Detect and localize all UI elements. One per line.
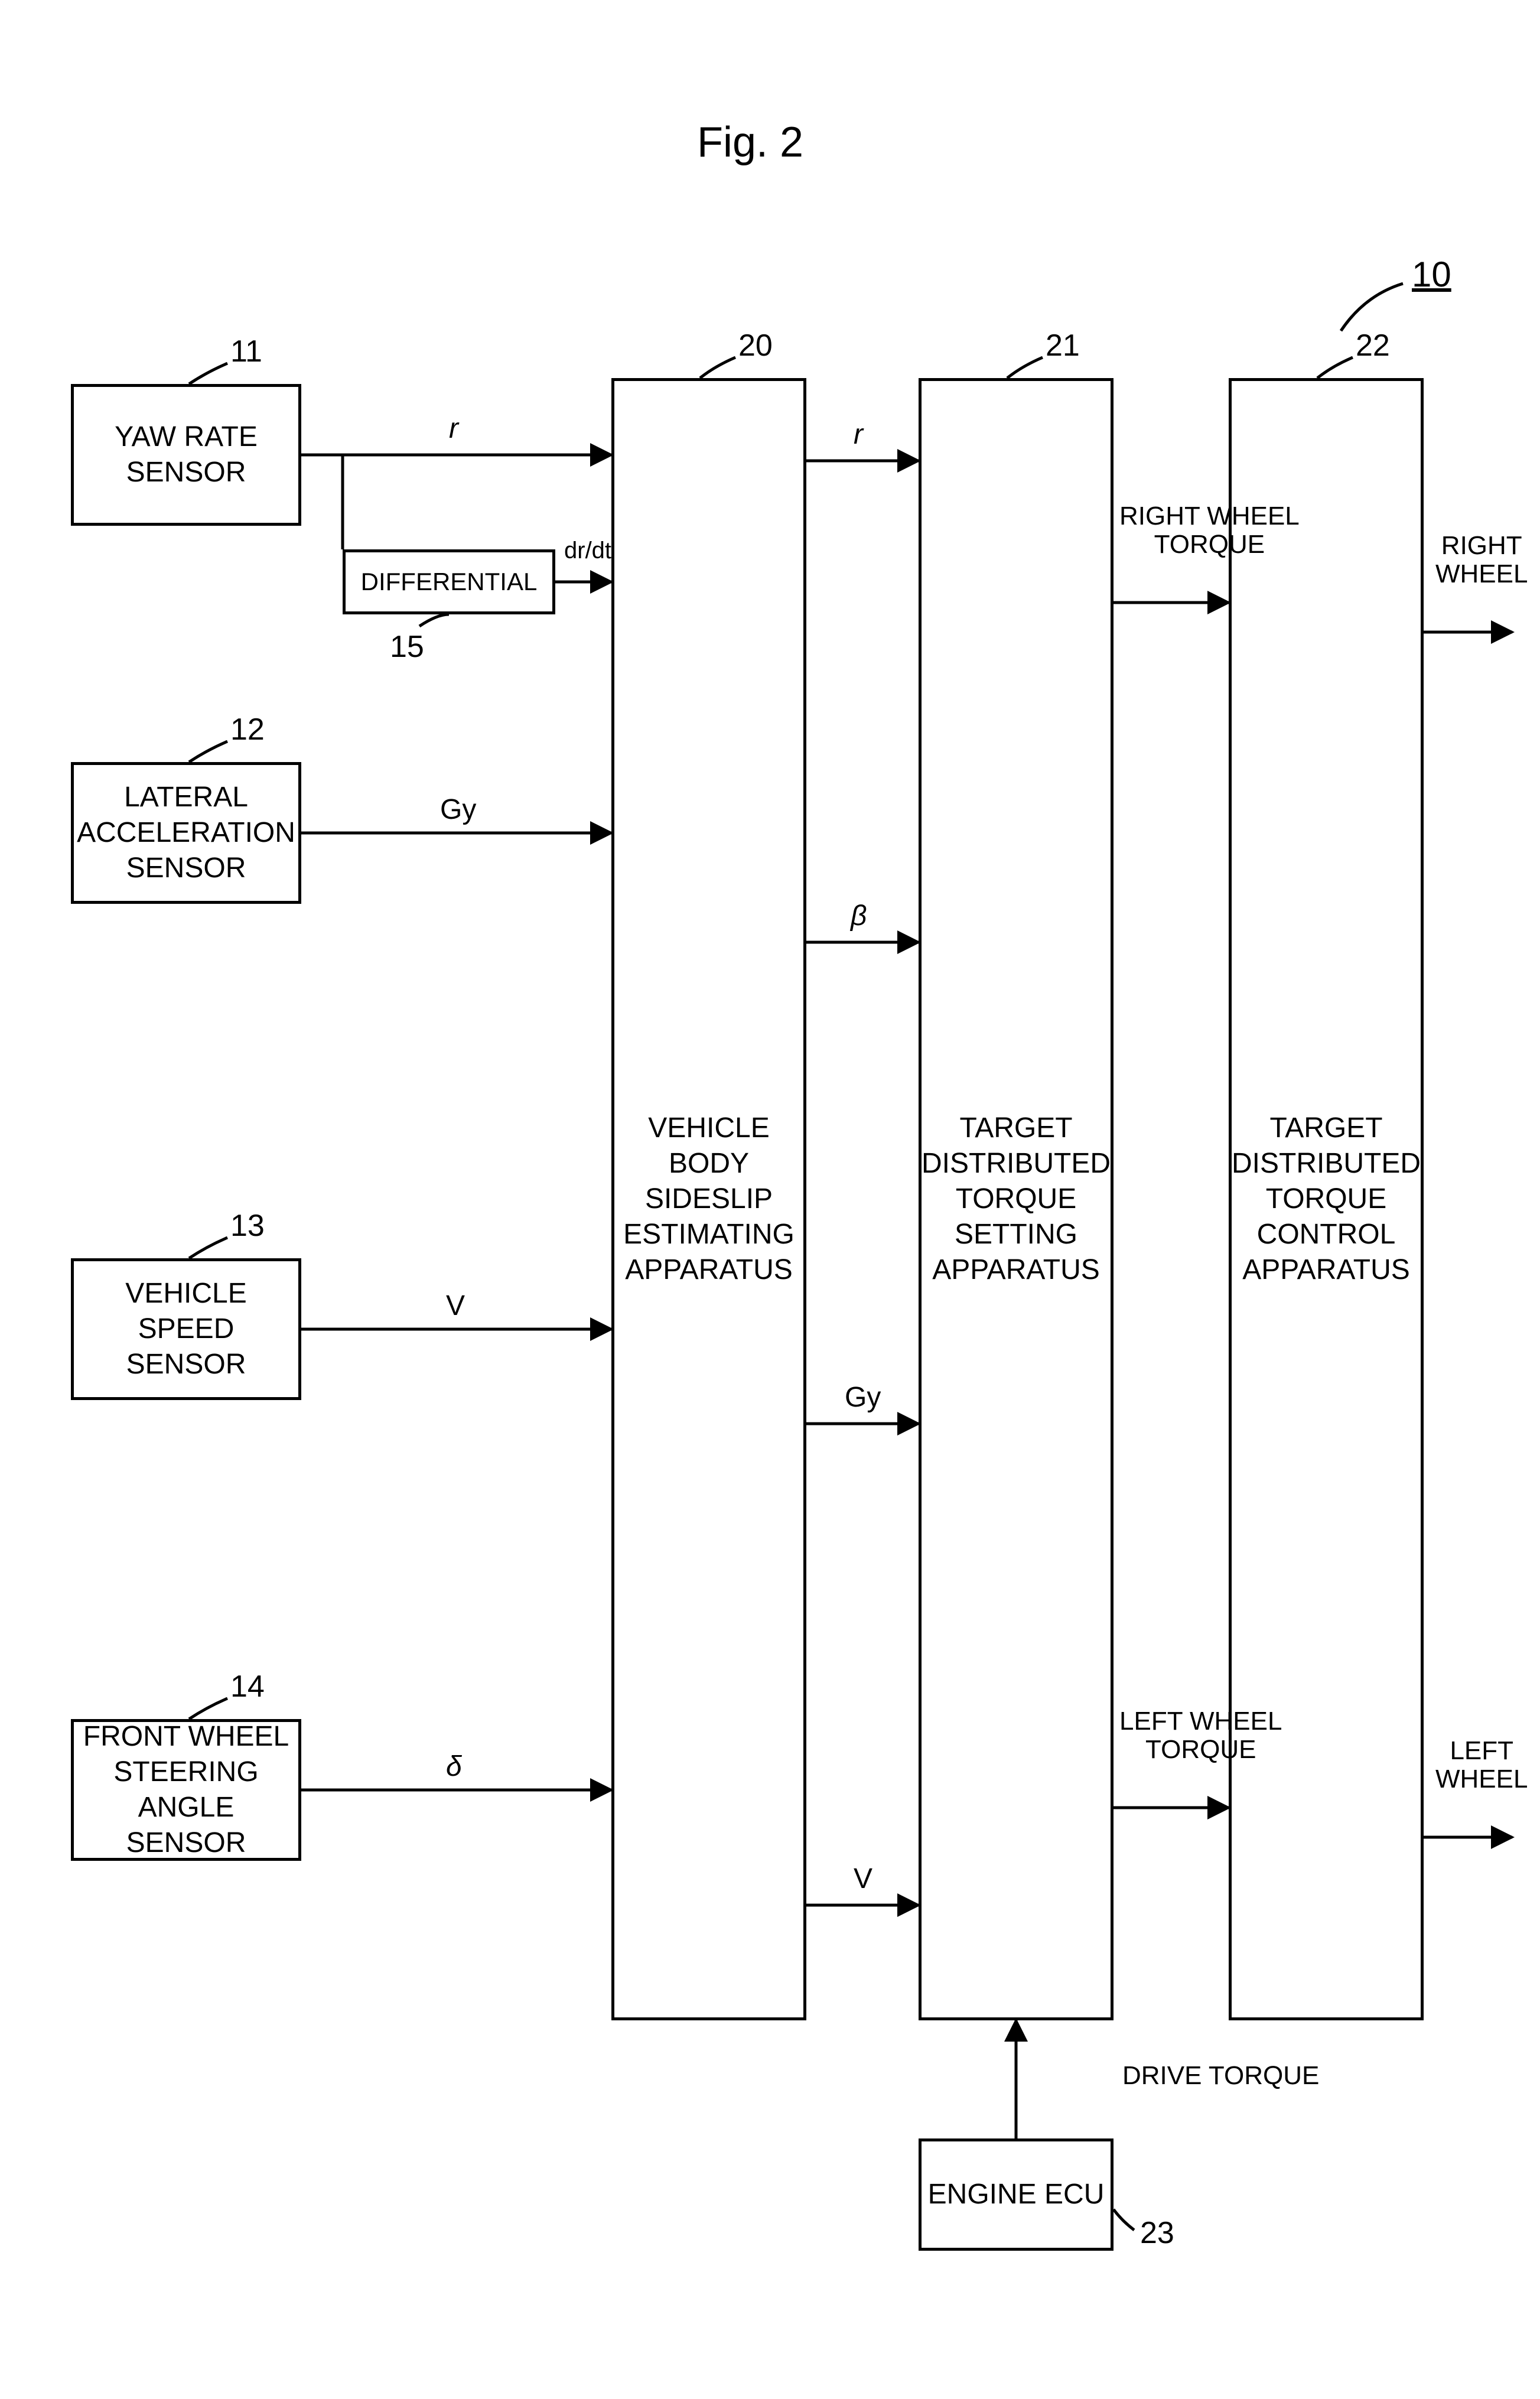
- signal-gy-in: Gy: [440, 795, 476, 826]
- vehicle-speed-sensor-label: VEHICLE SPEED SENSOR: [80, 1276, 292, 1382]
- yaw-rate-sensor-ref: 11: [230, 334, 262, 369]
- differential-label: DIFFERENTIAL: [361, 567, 538, 598]
- torque-setting-label: TARGET DISTRIBUTED TORQUE SETTING APPARA…: [922, 1111, 1111, 1288]
- signal-r-sensor: r: [449, 414, 458, 445]
- lateral-accel-sensor-box: LATERAL ACCELERATION SENSOR: [71, 762, 301, 904]
- torque-control-ref: 22: [1356, 328, 1390, 363]
- sideslip-estimating-box: VEHICLE BODY SIDESLIP ESTIMATING APPARAT…: [611, 378, 806, 2020]
- yaw-rate-sensor-label: YAW RATE SENSOR: [115, 419, 258, 490]
- torque-control-label: TARGET DISTRIBUTED TORQUE CONTROL APPARA…: [1232, 1111, 1421, 1288]
- signal-drive-torque: DRIVE TORQUE: [1122, 2062, 1319, 2090]
- signal-v-out: V: [854, 1864, 872, 1895]
- system-ref-number: 10: [1412, 254, 1451, 295]
- signal-left-wheel-torque: LEFT WHEEL TORQUE: [1119, 1707, 1282, 1765]
- torque-setting-ref: 21: [1046, 328, 1080, 363]
- signal-v-in: V: [446, 1291, 465, 1322]
- signal-delta: δ: [446, 1752, 462, 1783]
- signal-beta: β: [851, 901, 867, 932]
- torque-control-box: TARGET DISTRIBUTED TORQUE CONTROL APPARA…: [1229, 378, 1424, 2020]
- sideslip-estimating-label: VEHICLE BODY SIDESLIP ESTIMATING APPARAT…: [620, 1111, 797, 1288]
- engine-ecu-box: ENGINE ECU: [919, 2138, 1114, 2251]
- signal-gy-out: Gy: [845, 1382, 881, 1414]
- vehicle-speed-sensor-ref: 13: [230, 1208, 265, 1244]
- differential-ref: 15: [390, 629, 424, 665]
- signal-right-wheel-torque: RIGHT WHEEL TORQUE: [1119, 502, 1300, 559]
- steering-angle-sensor-ref: 14: [230, 1669, 265, 1704]
- sideslip-estimating-ref: 20: [738, 328, 773, 363]
- engine-ecu-ref: 23: [1140, 2215, 1174, 2251]
- lateral-accel-sensor-ref: 12: [230, 712, 265, 747]
- steering-angle-sensor-box: FRONT WHEEL STEERING ANGLE SENSOR: [71, 1719, 301, 1861]
- differential-box: DIFFERENTIAL: [343, 549, 555, 614]
- yaw-rate-sensor-box: YAW RATE SENSOR: [71, 384, 301, 526]
- lateral-accel-sensor-label: LATERAL ACCELERATION SENSOR: [77, 780, 295, 886]
- signal-left-wheel: LEFT WHEEL: [1435, 1737, 1528, 1794]
- torque-setting-box: TARGET DISTRIBUTED TORQUE SETTING APPARA…: [919, 378, 1114, 2020]
- steering-angle-sensor-label: FRONT WHEEL STEERING ANGLE SENSOR: [80, 1719, 292, 1861]
- vehicle-speed-sensor-box: VEHICLE SPEED SENSOR: [71, 1258, 301, 1400]
- signal-drdt: dr/dt: [564, 538, 611, 564]
- signal-right-wheel: RIGHT WHEEL: [1435, 532, 1528, 589]
- signal-r-out: r: [854, 419, 863, 451]
- figure-title: Fig. 2: [697, 118, 803, 167]
- engine-ecu-label: ENGINE ECU: [928, 2177, 1105, 2212]
